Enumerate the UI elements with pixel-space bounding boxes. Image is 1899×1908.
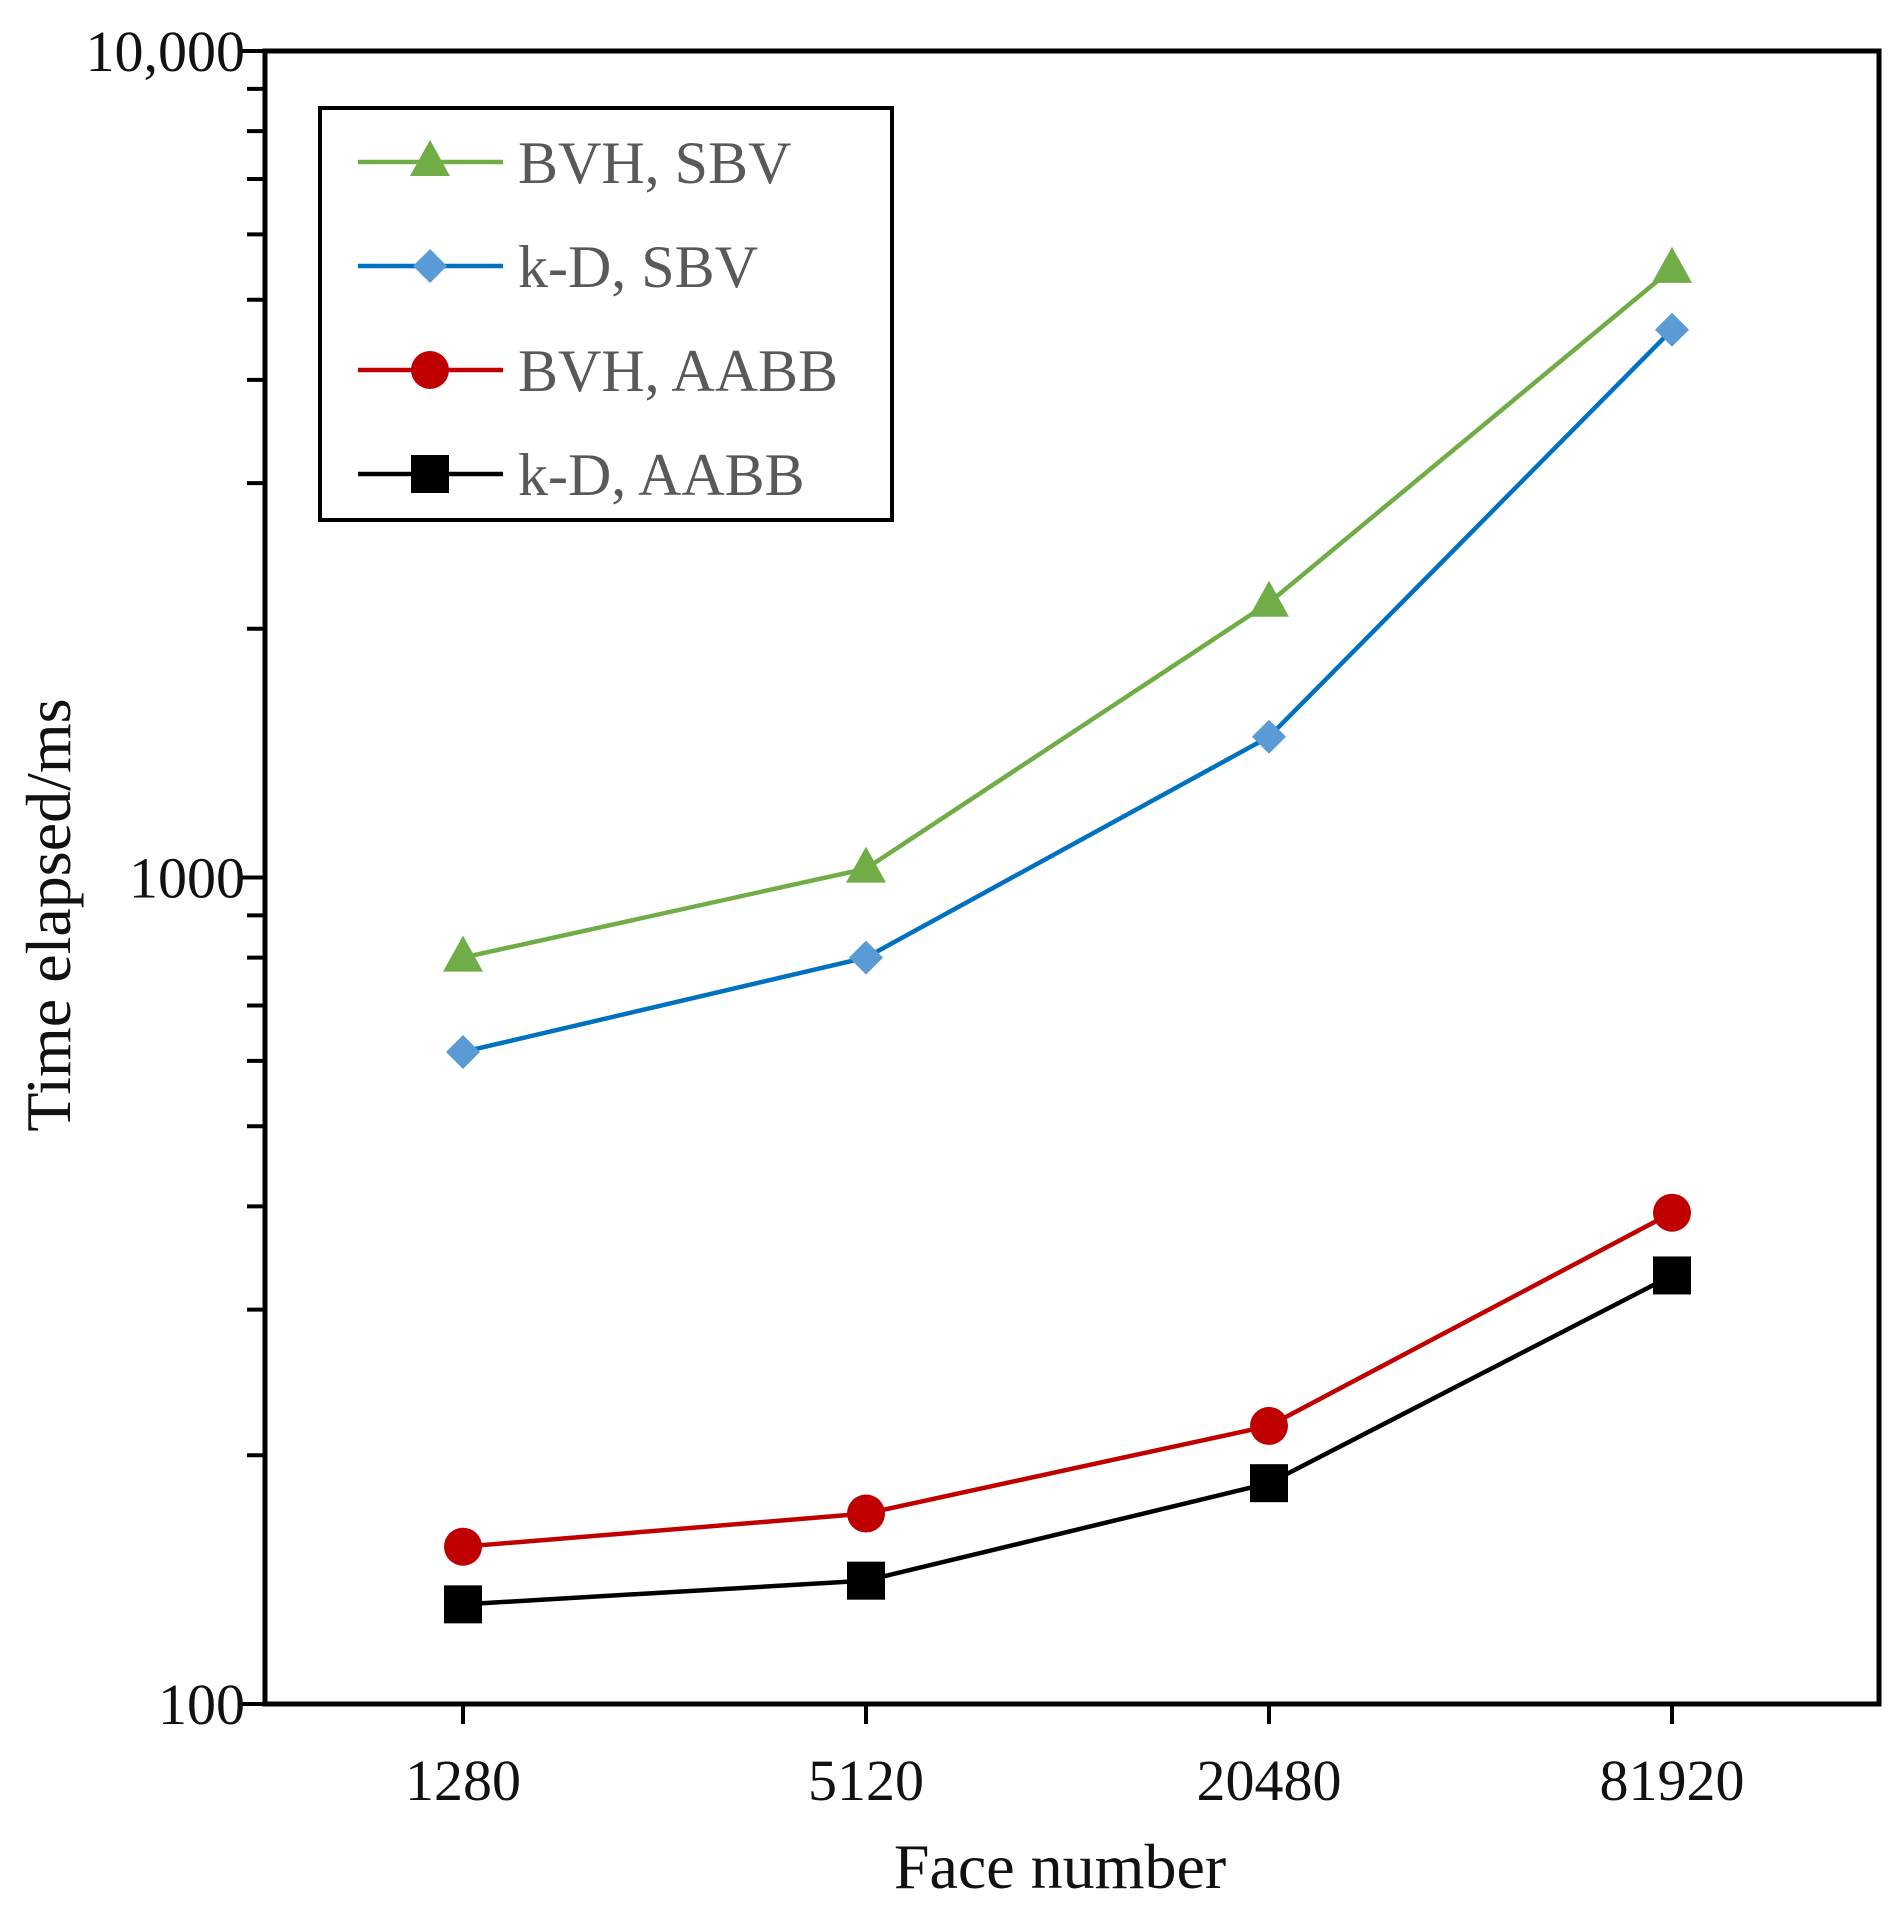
y-tick-label: 10,000 — [86, 19, 246, 84]
y-axis-title: Time elapsed/ms — [13, 698, 84, 1131]
legend-marker-bvh-aabb — [411, 351, 449, 389]
legend-box — [318, 106, 894, 522]
y-axis-ticks: 100 1000 10,000 — [86, 19, 265, 1737]
legend-marker-k-d-aabb — [411, 455, 449, 493]
data-point-bvh-aabb — [1250, 1406, 1288, 1445]
data-point-bvh-sbv — [1249, 580, 1289, 617]
series-line-bvh-sbv — [462, 267, 1674, 960]
y-tick-label: 1000 — [129, 846, 245, 911]
data-point-k-d-sbv — [849, 940, 883, 975]
x-tick-label: 81920 — [1600, 1748, 1745, 1813]
series-line-k-d-aabb — [462, 1273, 1674, 1607]
data-point-k-d-sbv — [446, 1034, 480, 1069]
series-line-bvh-aabb — [462, 1210, 1674, 1549]
legend-label-k-d-sbv: k-D, SBV — [518, 234, 758, 300]
series-lines — [462, 267, 1674, 1607]
data-point-k-d-sbv — [1655, 312, 1689, 347]
data-point-k-d-aabb — [1653, 1256, 1691, 1295]
legend-label-bvh-sbv: BVH, SBV — [518, 130, 791, 196]
x-tick-label: 1280 — [405, 1748, 521, 1813]
data-point-bvh-sbv — [443, 935, 483, 972]
series-line-k-d-sbv — [462, 328, 1674, 1055]
data-point-bvh-sbv — [1652, 246, 1692, 283]
data-point-bvh-aabb — [444, 1527, 482, 1566]
data-point-k-d-sbv — [1252, 719, 1286, 754]
data-point-bvh-aabb — [847, 1494, 885, 1533]
x-tick-label: 20480 — [1197, 1748, 1342, 1813]
legend-marker-bvh-sbv — [410, 140, 450, 176]
data-point-bvh-sbv — [846, 846, 886, 883]
x-tick-label: 5120 — [808, 1748, 924, 1813]
legend-marker-k-d-sbv — [413, 249, 447, 283]
y-tick-label: 100 — [158, 1672, 245, 1737]
x-axis-ticks: 1280 5120 20480 81920 — [405, 1704, 1745, 1813]
legend-label-k-d-aabb: k-D, AABB — [518, 442, 805, 508]
legend-label-bvh-aabb: BVH, AABB — [518, 338, 838, 404]
x-axis-title: Face number — [894, 1831, 1226, 1902]
data-point-k-d-aabb — [847, 1561, 885, 1600]
data-point-k-d-aabb — [444, 1585, 482, 1624]
series-markers — [443, 246, 1692, 1624]
legend: BVH, SBV k-D, SBV BVH, AABB k-D, AABB — [318, 106, 894, 522]
data-point-k-d-aabb — [1250, 1464, 1288, 1503]
data-point-bvh-aabb — [1653, 1193, 1691, 1232]
